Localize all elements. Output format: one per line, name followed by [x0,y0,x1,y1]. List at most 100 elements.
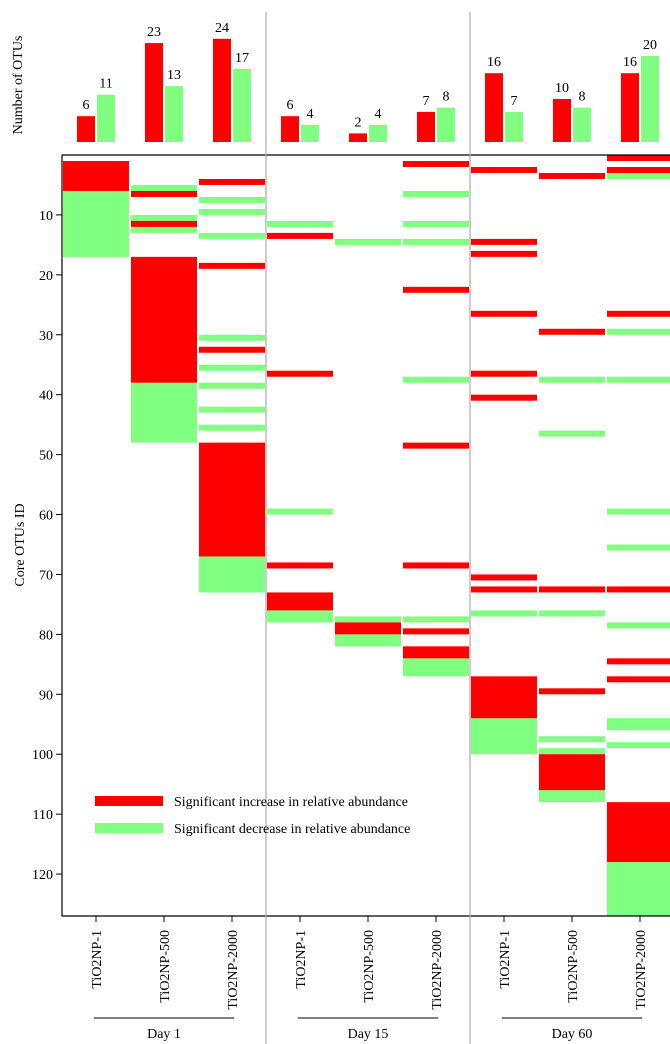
heat-increase-col7-8 [471,586,537,593]
condition-label-2: TiO2NP-500 [158,930,173,1003]
bar-decrease-4 [301,124,319,142]
heat-increase-col6-2 [403,286,469,293]
bar-decrease-value-4: 4 [307,107,314,122]
heat-increase-col9-5 [607,658,670,665]
ytick-label-10: 10 [39,209,53,224]
legend-increase-swatch [95,796,163,806]
heat-increase-col7-6 [471,394,537,401]
heat-increase-col2-2 [131,220,197,227]
condition-label-6: TiO2NP-2000 [430,930,445,1010]
heat-decrease-col5-3 [335,634,401,647]
bar-increase-value-4: 6 [287,98,294,113]
bar-increase-value-7: 16 [487,55,501,70]
heatmap-ylabel: Core OTUs ID [13,503,28,586]
heat-decrease-col3-6 [199,382,265,389]
legend-decrease-swatch [95,823,163,833]
heat-decrease-col5-2 [335,616,401,623]
bar-increase-value-9: 16 [623,55,637,70]
bar-decrease-6 [437,107,455,142]
bar-decrease-value-7: 7 [511,94,518,109]
heat-increase-col9-2 [607,166,670,173]
condition-label-4: TiO2NP-1 [294,930,309,989]
heat-decrease-col6-3 [403,238,469,245]
heat-decrease-col8-4 [539,736,605,743]
heat-decrease-col4-2 [267,508,333,515]
heat-decrease-col1-1 [63,190,129,257]
heat-decrease-col9-8 [607,742,670,749]
bar-increase-2 [145,43,163,142]
bar-decrease-9 [641,56,659,142]
bar-increase-value-6: 7 [423,94,430,109]
ytick-label-100: 100 [32,748,53,763]
condition-label-1: TiO2NP-1 [90,930,105,989]
heat-decrease-col8-6 [539,790,605,803]
ytick-label-120: 120 [32,868,53,883]
legend-increase-label: Significant increase in relative abundan… [174,795,408,810]
condition-label-9: TiO2NP-2000 [634,930,649,1010]
heat-decrease-col9-6 [607,622,670,629]
core-otu-heatmap [63,155,670,916]
bar-increase-7 [485,73,503,142]
heat-increase-col4-3 [267,562,333,569]
heat-decrease-col2-4 [131,382,197,443]
heatmap-yticks: 10 20 30 40 50 60 70 80 90 100 110 120 [32,209,62,883]
heat-increase-col6-3 [403,442,469,449]
heat-decrease-col7-2 [471,718,537,755]
heat-increase-col4-1 [267,232,333,239]
bar-decrease-8 [573,107,591,142]
ytick-label-20: 20 [39,269,53,284]
heat-increase-col6-4 [403,562,469,569]
heat-decrease-col2-2 [131,214,197,221]
heat-increase-col7-2 [471,238,537,245]
ytick-label-90: 90 [39,688,53,703]
heat-increase-col9-1 [607,155,670,161]
heat-decrease-col7-1 [471,610,537,617]
bar-decrease-3 [233,68,251,142]
heat-increase-col9-6 [607,676,670,683]
bar-increase-9 [621,73,639,142]
heat-decrease-col4-1 [267,220,333,227]
heat-decrease-col6-1 [403,190,469,197]
heat-decrease-col6-5 [403,616,469,623]
condition-label-8: TiO2NP-500 [566,930,581,1003]
heat-decrease-col2-1 [131,184,197,191]
heat-decrease-col3-8 [199,424,265,431]
heat-decrease-col3-7 [199,406,265,413]
heat-decrease-col6-2 [403,220,469,227]
condition-labels: TiO2NP-1 TiO2NP-500 TiO2NP-2000 TiO2NP-1 TiO… [90,916,649,1010]
bar-increase-value-5: 2 [355,115,362,130]
heat-decrease-col9-1 [607,172,670,179]
heat-increase-col6-1 [403,160,469,167]
heat-increase-col7-3 [471,250,537,257]
heat-decrease-col9-9 [607,862,670,916]
day-label-2: Day 15 [348,1027,389,1042]
ytick-label-50: 50 [39,449,53,464]
bar-decrease-5 [369,124,387,142]
ytick-label-40: 40 [39,389,53,404]
heat-decrease-col9-5 [607,544,670,551]
heat-increase-col8-1 [539,172,605,179]
heat-increase-col6-5 [403,628,469,635]
heat-increase-col5-1 [335,622,401,635]
ytick-label-30: 30 [39,329,53,344]
bar-increase-3 [213,38,231,142]
ytick-label-60: 60 [39,509,53,524]
heat-decrease-col4-3 [267,610,333,623]
legend: Significant increase in relative abundan… [95,795,410,837]
heat-decrease-col8-1 [539,376,605,383]
heat-increase-col3-4 [199,442,265,557]
bar-increase-value-8: 10 [555,81,569,96]
heat-increase-col7-5 [471,370,537,377]
heat-decrease-col3-1 [199,196,265,203]
heat-decrease-col8-2 [539,430,605,437]
day-label-3: Day 60 [552,1027,593,1042]
heat-increase-col7-1 [471,166,537,173]
heat-increase-col3-2 [199,262,265,269]
bar-increase-1 [77,116,95,142]
bar-increase-value-1: 6 [83,98,90,113]
heat-increase-col4-2 [267,370,333,377]
bar-decrease-7 [505,111,523,142]
bar-increase-6 [417,111,435,142]
heat-decrease-col5-1 [335,238,401,245]
heat-decrease-col3-9 [199,556,265,593]
